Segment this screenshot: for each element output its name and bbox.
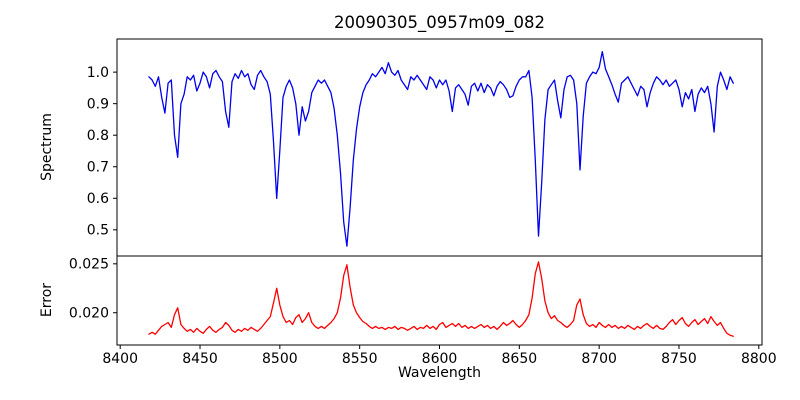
y-tick-label-spectrum: 1.0 [87,65,109,81]
spectrum-line [148,50,734,247]
x-tick-label: 8450 [182,351,218,367]
x-axis-label: Wavelength [397,365,482,381]
y-tick-label-spectrum: 0.5 [87,223,109,239]
y-axis-label-error: Error [39,282,55,318]
y-tick-label-error: 0.020 [69,306,109,322]
y-axis-label-spectrum: Spectrum [39,113,55,181]
y-tick-label-spectrum: 0.9 [87,96,109,112]
x-tick-label: 8700 [581,351,617,367]
x-tick-label: 8600 [422,351,458,367]
x-tick-label: 8650 [502,351,538,367]
y-tick-label-spectrum: 0.7 [87,160,109,176]
x-tick-label: 8800 [741,351,777,367]
axes-spines-error [116,255,763,346]
y-tick-label-spectrum: 0.8 [87,128,109,144]
x-tick-label: 8400 [102,351,138,367]
x-tick-label: 8550 [342,351,378,367]
x-tick-label: 8750 [661,351,697,367]
y-tick-label-spectrum: 0.6 [87,191,109,207]
axes-spines-spectrum [116,38,763,257]
y-tick-label-error: 0.025 [69,257,109,273]
error-line [148,261,734,337]
x-tick-label: 8500 [262,351,298,367]
figure-title: 20090305_0957m09_082 [333,13,546,32]
